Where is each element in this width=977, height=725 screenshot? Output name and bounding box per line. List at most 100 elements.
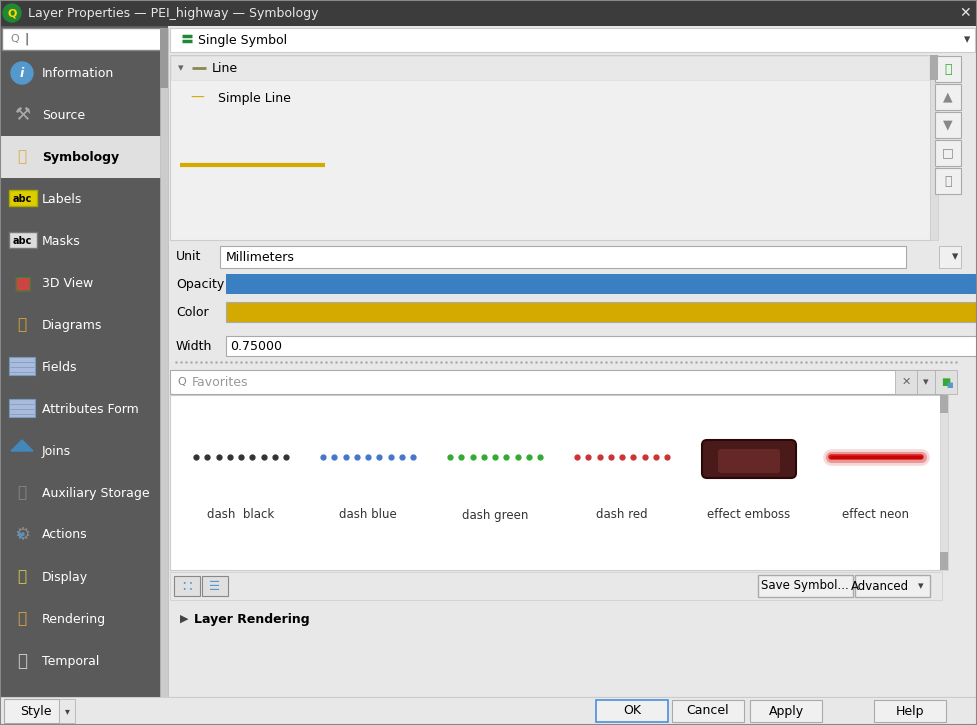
Bar <box>940 395 948 413</box>
Text: ✕: ✕ <box>902 377 911 387</box>
Text: Opacity: Opacity <box>176 278 225 291</box>
Bar <box>170 28 975 52</box>
Bar <box>170 572 942 600</box>
Text: ■: ■ <box>947 382 954 388</box>
Text: Single Symbol: Single Symbol <box>198 33 287 46</box>
Bar <box>170 55 930 240</box>
Bar <box>935 56 961 82</box>
Circle shape <box>3 4 21 22</box>
Text: ■: ■ <box>13 273 31 292</box>
Bar <box>750 700 822 722</box>
Text: ☰: ☰ <box>209 579 221 592</box>
Bar <box>855 575 930 597</box>
Text: ∷: ∷ <box>182 579 191 594</box>
Bar <box>940 552 948 570</box>
Bar <box>596 700 668 722</box>
Text: dash green: dash green <box>462 508 529 521</box>
Text: Source: Source <box>42 109 85 122</box>
Text: effect neon: effect neon <box>842 508 910 521</box>
Bar <box>0 26 168 725</box>
Text: Information: Information <box>42 67 114 80</box>
Bar <box>0 697 977 725</box>
Text: Actions: Actions <box>42 529 88 542</box>
Text: Cancel: Cancel <box>687 705 729 718</box>
Text: ✕: ✕ <box>959 6 971 20</box>
Text: Q: Q <box>7 8 17 18</box>
Text: Color: Color <box>176 305 209 318</box>
Text: ▶: ▶ <box>19 531 25 539</box>
Text: Masks: Masks <box>42 234 81 247</box>
Text: ▾: ▾ <box>64 706 69 716</box>
Text: ⚒: ⚒ <box>14 106 30 124</box>
Text: Q: Q <box>10 34 19 44</box>
Bar <box>59 699 75 723</box>
Bar <box>874 700 946 722</box>
Bar <box>4 699 59 723</box>
Bar <box>220 246 906 268</box>
Bar <box>2 28 166 50</box>
Bar <box>939 246 961 268</box>
Bar <box>758 575 853 597</box>
Text: ▲: ▲ <box>943 91 953 104</box>
Bar <box>168 26 977 725</box>
Text: Favorites: Favorites <box>192 376 248 389</box>
Text: Unit: Unit <box>176 249 201 262</box>
Text: 0.75000: 0.75000 <box>230 339 282 352</box>
Text: Labels: Labels <box>42 193 82 205</box>
Circle shape <box>11 62 33 84</box>
Bar <box>0 0 977 26</box>
Text: Millimeters: Millimeters <box>226 251 295 263</box>
Text: Line: Line <box>212 62 238 75</box>
Text: Diagrams: Diagrams <box>42 318 103 331</box>
Bar <box>935 370 957 394</box>
Bar <box>672 700 744 722</box>
Text: dash  black: dash black <box>207 508 275 521</box>
Bar <box>9 232 37 248</box>
Bar <box>202 576 228 596</box>
Text: abc: abc <box>13 194 31 204</box>
Text: Rendering: Rendering <box>42 613 106 626</box>
Text: 🖌: 🖌 <box>18 149 26 165</box>
Text: Auxiliary Storage: Auxiliary Storage <box>42 486 149 500</box>
Polygon shape <box>11 440 33 451</box>
Text: 📊: 📊 <box>18 318 26 333</box>
Text: ▾: ▾ <box>918 581 924 591</box>
Bar <box>9 399 35 417</box>
Text: Save Symbol...: Save Symbol... <box>761 579 849 592</box>
Text: □: □ <box>13 273 31 292</box>
Text: Joins: Joins <box>42 444 71 457</box>
Bar <box>0 136 168 178</box>
Text: Q: Q <box>178 377 187 387</box>
Text: Apply: Apply <box>769 705 803 718</box>
Text: ▶: ▶ <box>180 614 189 624</box>
Text: 🔒: 🔒 <box>944 175 952 188</box>
Bar <box>170 370 942 394</box>
Text: 3D View: 3D View <box>42 276 93 289</box>
Text: 💬: 💬 <box>18 570 26 584</box>
Text: Fields: Fields <box>42 360 77 373</box>
Text: 🕒: 🕒 <box>17 652 27 670</box>
Text: Display: Display <box>42 571 88 584</box>
Text: ▾: ▾ <box>952 251 958 263</box>
Bar <box>940 395 948 570</box>
Bar <box>226 302 977 322</box>
Bar <box>9 357 35 375</box>
Text: 🧹: 🧹 <box>18 611 26 626</box>
Text: ➕: ➕ <box>944 62 952 75</box>
Bar <box>171 56 929 80</box>
Text: ▾: ▾ <box>964 33 970 46</box>
Text: dash red: dash red <box>596 508 648 521</box>
Bar <box>170 395 942 570</box>
FancyBboxPatch shape <box>718 449 780 473</box>
Text: i: i <box>20 67 24 80</box>
Text: Symbology: Symbology <box>42 151 119 164</box>
Text: OK: OK <box>623 705 641 718</box>
Bar <box>935 112 961 138</box>
Text: Advanced: Advanced <box>851 579 909 592</box>
Text: Style: Style <box>20 705 52 718</box>
Bar <box>160 28 168 698</box>
Text: Temporal: Temporal <box>42 655 100 668</box>
Bar <box>174 576 200 596</box>
Text: ■: ■ <box>942 377 951 387</box>
Text: effect emboss: effect emboss <box>707 508 790 521</box>
